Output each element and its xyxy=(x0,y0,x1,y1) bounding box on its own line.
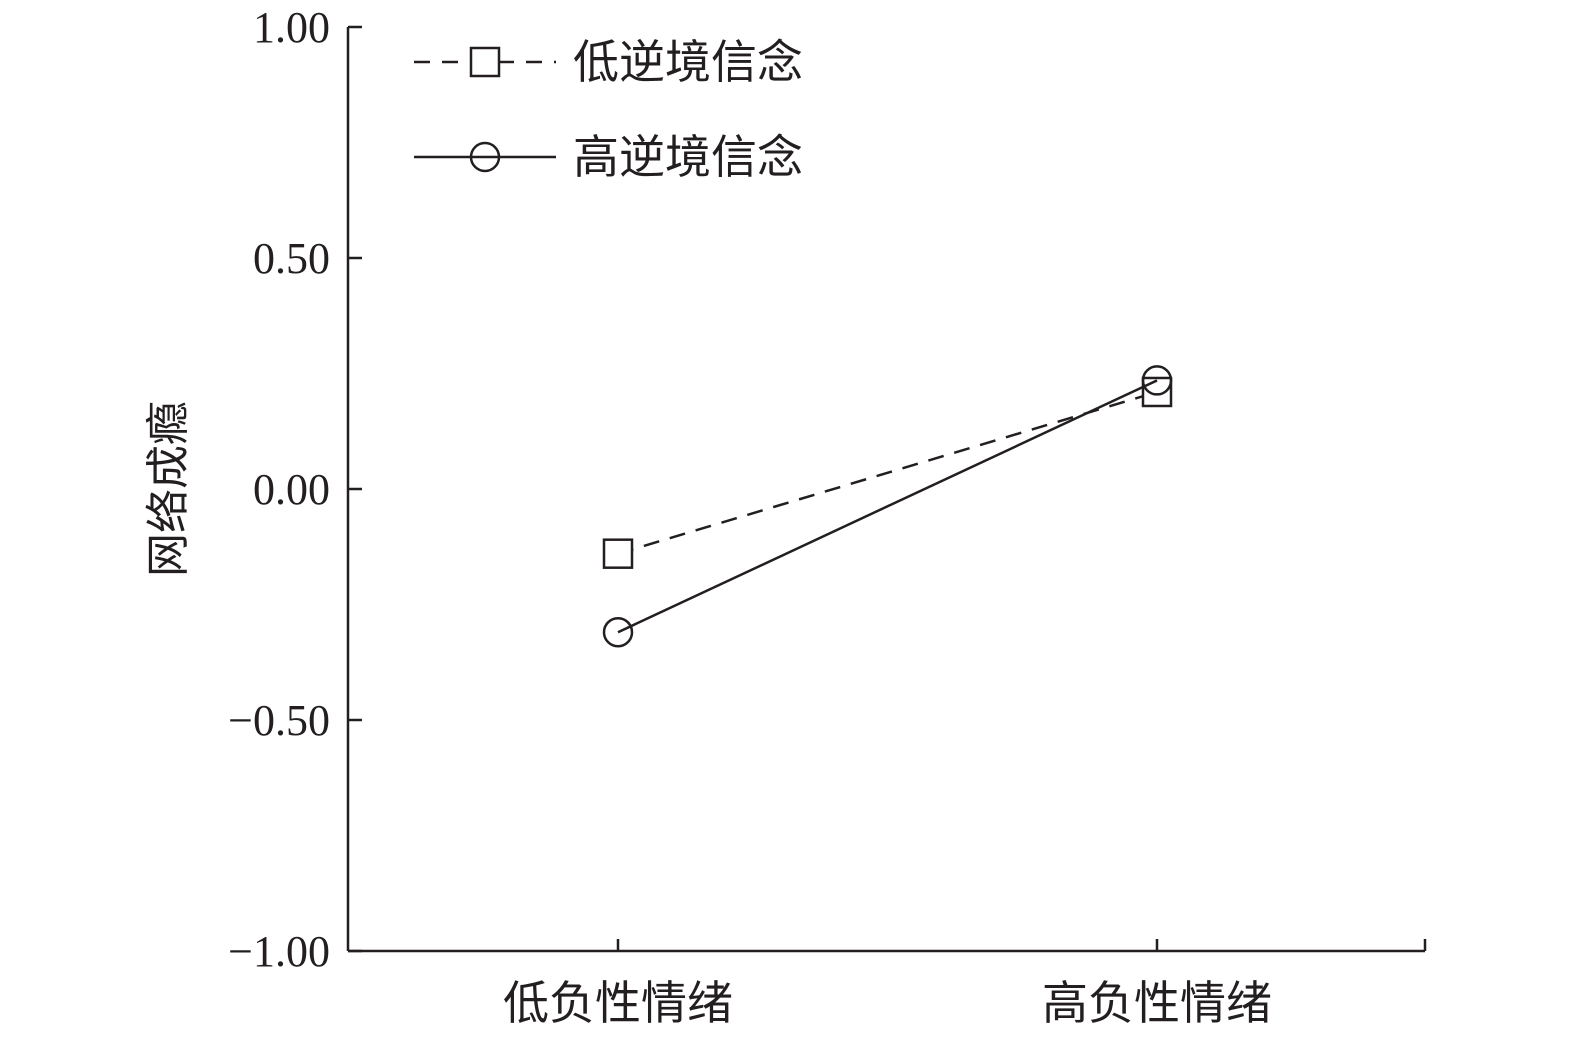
y-tick-label: 0.00 xyxy=(253,465,330,514)
legend-square-marker xyxy=(469,46,501,78)
circle-marker xyxy=(602,616,634,648)
series-line xyxy=(617,390,1158,555)
axes xyxy=(346,27,1427,953)
circle-marker xyxy=(1141,365,1173,396)
series-1 xyxy=(602,376,1173,569)
y-axis-ticks: 1.00 0.50 0.00 −0.50 −1.00 xyxy=(228,3,362,976)
x-axis-ticks: 低负性情绪 高负性情绪 xyxy=(503,939,1272,1030)
legend-circle-marker xyxy=(469,141,501,173)
y-tick-label: 1.00 xyxy=(253,3,330,52)
x-tick-label: 高负性情绪 xyxy=(1042,976,1272,1030)
y-axis-label: 网络成瘾 xyxy=(143,401,194,577)
legend-label: 高逆境信念 xyxy=(573,130,803,184)
x-tick-label: 低负性情绪 xyxy=(503,976,733,1030)
y-tick-label: −1.00 xyxy=(228,927,330,976)
series-2 xyxy=(602,365,1173,648)
legend-item-1: 低逆境信念 xyxy=(414,35,803,89)
series-layer xyxy=(602,365,1173,648)
series-line xyxy=(617,379,1158,634)
legend-item-2: 高逆境信念 xyxy=(414,130,803,184)
y-tick-label: −0.50 xyxy=(228,696,330,745)
legend-label: 低逆境信念 xyxy=(573,35,803,89)
y-tick-label: 0.50 xyxy=(253,234,330,283)
square-marker xyxy=(602,538,634,569)
